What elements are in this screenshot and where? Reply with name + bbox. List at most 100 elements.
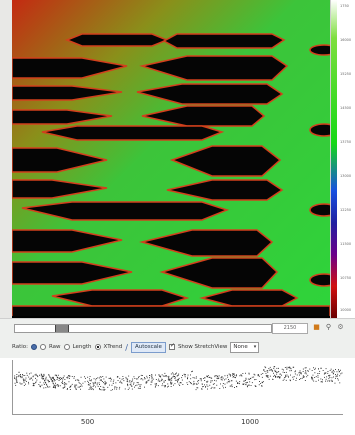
- plot-point: [302, 371, 304, 372]
- plot-point: [14, 377, 15, 379]
- plot-point: [56, 375, 57, 377]
- plot-point: [53, 378, 55, 380]
- horizontal-scrollbar[interactable]: [14, 324, 272, 333]
- plot-point: [229, 380, 231, 382]
- pencil-icon[interactable]: ∕: [125, 342, 128, 352]
- plot-point: [214, 376, 216, 378]
- plot-point: [20, 383, 22, 385]
- plot-point: [279, 376, 281, 378]
- plot-point: [187, 376, 189, 378]
- plot-point: [89, 384, 91, 386]
- plot-point: [210, 388, 212, 389]
- plot-point: [303, 376, 305, 378]
- plot-point: [100, 379, 102, 381]
- plot-point: [122, 378, 124, 380]
- plot-point: [204, 384, 205, 386]
- scroll-thumb[interactable]: [55, 325, 69, 332]
- plot-options-row: Ratio: Raw Length XTrend ∕ Autoscale Sho…: [12, 341, 260, 353]
- plot-point: [59, 385, 61, 387]
- plot-point: [136, 378, 137, 380]
- plot-point: [45, 378, 47, 380]
- colorbar-label: 10750: [340, 276, 352, 280]
- plot-point: [43, 387, 45, 389]
- image-viewer[interactable]: [12, 0, 330, 318]
- plot-point: [338, 371, 340, 373]
- plot-point: [292, 378, 294, 380]
- plot-point: [14, 375, 16, 377]
- raw-radio[interactable]: [39, 344, 46, 350]
- plot-point: [108, 377, 110, 379]
- plot-point: [29, 378, 31, 380]
- plot-point: [191, 371, 193, 373]
- plot-point: [259, 381, 260, 382]
- plot-point: [177, 374, 179, 376]
- plot-point: [168, 375, 170, 377]
- plot-point: [207, 375, 209, 376]
- plot-point: [25, 379, 27, 381]
- plot-point: [234, 375, 236, 377]
- plot-point: [125, 378, 127, 380]
- plot-point: [251, 376, 253, 378]
- plot-point: [232, 376, 234, 378]
- plot-point: [333, 376, 334, 378]
- plot-point: [63, 375, 65, 377]
- plot-point: [79, 383, 81, 384]
- plot-point: [49, 376, 51, 378]
- plot-point: [191, 383, 192, 385]
- plot-point: [17, 376, 19, 378]
- plot-point: [23, 380, 24, 382]
- plot-point: [28, 381, 29, 383]
- plot-point: [152, 378, 154, 380]
- plot-point: [46, 384, 48, 386]
- plot-point: [221, 379, 223, 381]
- position-field[interactable]: 2150: [272, 323, 308, 334]
- plot-point: [146, 375, 148, 377]
- plot-point: [229, 374, 231, 376]
- plot-point: [43, 377, 44, 379]
- plot-point: [89, 383, 91, 384]
- plot-point: [226, 374, 228, 376]
- plot-point: [48, 381, 50, 383]
- plot-point: [207, 388, 208, 390]
- plot-point: [294, 373, 296, 375]
- plot-point: [45, 387, 47, 389]
- plot-point: [23, 382, 25, 384]
- plot-point: [41, 377, 43, 379]
- plot-point: [16, 381, 18, 383]
- zoom-icon[interactable]: ⚲: [325, 323, 332, 331]
- plot-point: [186, 382, 188, 384]
- plot-point: [213, 383, 215, 385]
- plot-point: [168, 380, 170, 381]
- plot-point: [80, 388, 81, 390]
- plot-point: [293, 376, 295, 378]
- plot-point: [265, 367, 267, 369]
- plot-point: [196, 387, 198, 389]
- plot-point: [195, 383, 197, 385]
- plot-point: [32, 382, 34, 384]
- plot-point: [127, 389, 129, 390]
- plot-point: [182, 384, 184, 385]
- plot-point: [103, 387, 105, 389]
- plot-point: [285, 379, 287, 381]
- plot-point: [134, 378, 136, 379]
- mode-select[interactable]: None ▾: [230, 341, 260, 353]
- xtrend-radio[interactable]: [94, 344, 101, 350]
- plot-point: [63, 383, 65, 385]
- plot-point: [92, 383, 94, 385]
- autoscale-button[interactable]: Autoscale: [130, 341, 166, 353]
- ratio-radio[interactable]: [30, 344, 37, 350]
- color-palette-icon[interactable]: ■: [313, 323, 320, 331]
- plot-point: [313, 380, 315, 382]
- plot-point: [54, 379, 55, 380]
- length-radio[interactable]: [63, 344, 70, 350]
- plot-point: [136, 384, 138, 386]
- plot-point: [103, 382, 104, 384]
- plot-point: [195, 389, 197, 391]
- plot-point: [197, 382, 199, 384]
- plot-point: [155, 379, 157, 380]
- colorbar-label: 11500: [340, 242, 352, 246]
- plot-point: [64, 382, 66, 383]
- show-stretchview-checkbox[interactable]: [168, 342, 175, 350]
- plot-point: [222, 383, 224, 384]
- settings-icon[interactable]: ⚙: [337, 323, 344, 331]
